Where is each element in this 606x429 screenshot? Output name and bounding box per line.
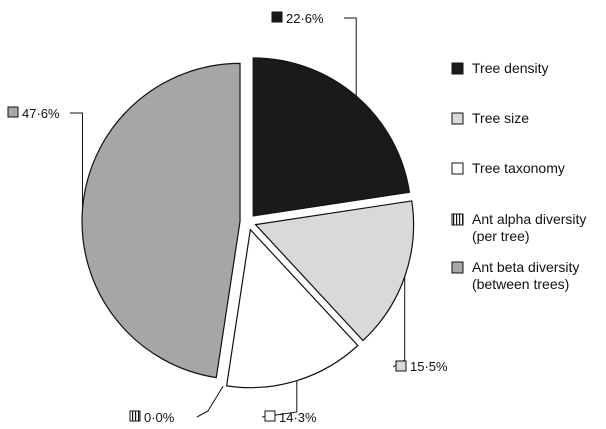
slice-label-swatch-ant-beta-diversity-between-trees — [7, 106, 19, 118]
legend-swatch-ant-beta-diversity-between-trees — [451, 261, 464, 274]
legend-swatch-tree-taxonomy — [451, 162, 464, 175]
legend-label-ant-alpha-diversity-per-tree-line2: (per tree) — [472, 228, 530, 244]
legend-label-ant-beta-diversity-between-trees-line2: (between trees) — [472, 276, 569, 292]
slice-label-tree-density: 22·6% — [286, 11, 324, 26]
slice-label-tree-taxonomy: 14·3% — [279, 410, 317, 425]
pie-slice-tree-size — [254, 200, 415, 342]
leader-line-tree-density — [344, 17, 357, 97]
legend-swatch-tree-size — [451, 112, 464, 125]
slice-label-ant-alpha-diversity-per-tree: 0·0% — [144, 410, 175, 425]
slice-label-swatch-tree-size — [395, 360, 407, 372]
legend-label-tree-size: Tree size — [472, 110, 529, 126]
legend: Tree density Tree size Tree taxonomy Ant al… — [451, 60, 586, 292]
pie-slices — [81, 57, 415, 389]
leader-line-ant-alpha-diversity-per-tree — [196, 385, 224, 418]
slice-label-swatch-tree-density — [271, 11, 283, 23]
pie-slice-ant-beta-diversity-between-trees — [81, 62, 241, 379]
legend-label-ant-beta-diversity-between-trees: Ant beta diversity — [472, 259, 579, 275]
slice-label-tree-size: 15·5% — [410, 359, 448, 374]
pie-slice-tree-taxonomy — [225, 228, 359, 389]
slice-label-swatch-tree-taxonomy — [264, 410, 276, 422]
legend-swatch-tree-density — [451, 62, 464, 75]
legend-label-tree-density: Tree density — [472, 60, 549, 76]
legend-label-ant-alpha-diversity-per-tree: Ant alpha diversity — [472, 211, 586, 227]
slice-label-swatch-ant-alpha-diversity-per-tree — [129, 410, 141, 422]
leader-line-ant-beta-diversity-between-trees — [70, 112, 83, 210]
slice-label-ant-beta-diversity-between-trees: 47·6% — [22, 106, 60, 121]
pie-slice-tree-density — [252, 57, 411, 217]
legend-label-tree-taxonomy: Tree taxonomy — [472, 160, 565, 176]
legend-swatch-ant-alpha-diversity-per-tree — [451, 213, 464, 226]
slice-labels: 22·6% 15·5% 14·3% 0·0% 47·6% — [7, 11, 448, 425]
